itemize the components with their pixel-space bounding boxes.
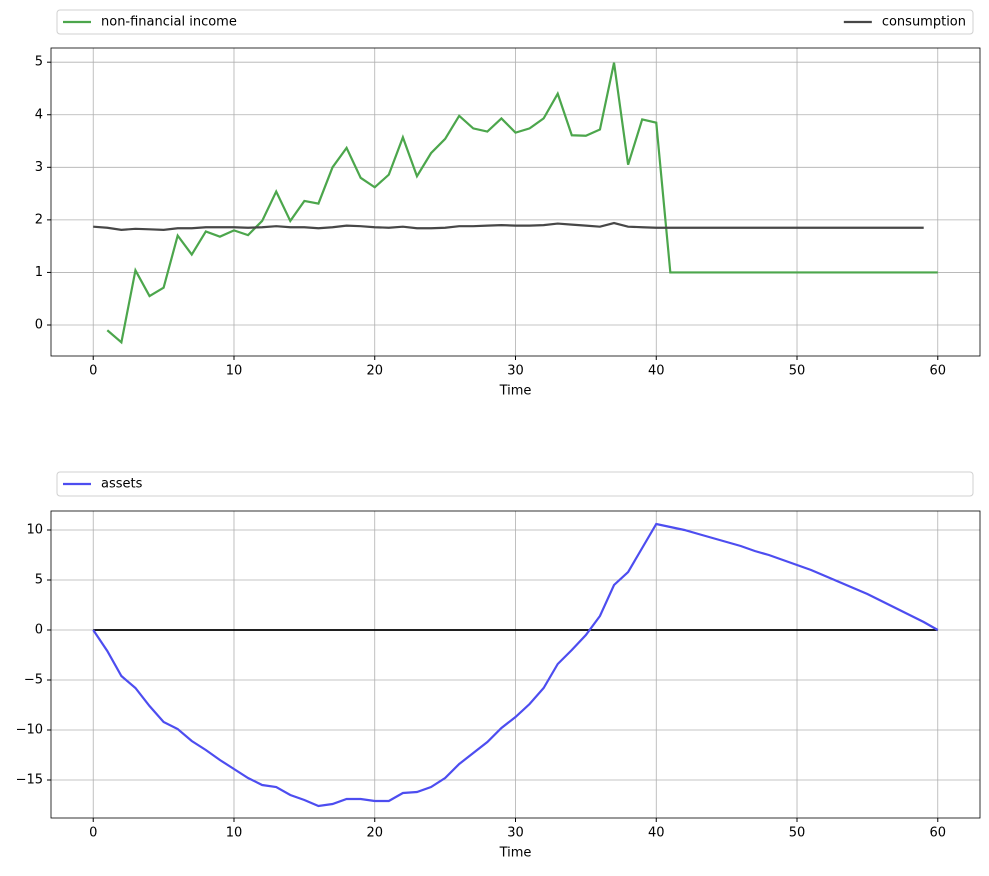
x-tick-label: 0 [89, 826, 97, 841]
x-tick-label: 30 [507, 826, 524, 841]
y-tick-label: 5 [35, 55, 43, 70]
legend-box [56, 9, 974, 35]
y-tick-label: 3 [35, 160, 43, 175]
x-axis-label: Time [499, 846, 532, 861]
y-tick-label: 4 [35, 107, 43, 122]
legend-label: non-financial income [101, 15, 237, 30]
y-tick-label: 2 [35, 212, 43, 227]
x-tick-label: 20 [366, 364, 383, 379]
x-tick-label: 10 [226, 364, 243, 379]
x-tick-label: 40 [648, 364, 665, 379]
x-axis-label: Time [499, 384, 532, 399]
y-tick-label: −5 [24, 673, 43, 688]
y-tick-label: 0 [35, 317, 43, 332]
plot-frame [50, 47, 981, 357]
data-line [92, 522, 939, 808]
y-tick-label: 1 [35, 265, 43, 280]
x-tick-label: 60 [929, 826, 946, 841]
legend-box [56, 471, 974, 497]
data-line [93, 221, 924, 231]
x-tick-label: 0 [89, 364, 97, 379]
x-tick-label: 10 [226, 826, 243, 841]
data-line [106, 62, 938, 345]
y-tick-label: 5 [35, 573, 43, 588]
x-tick-label: 30 [507, 364, 524, 379]
x-tick-label: 40 [648, 826, 665, 841]
y-tick-label: 0 [35, 623, 43, 638]
x-tick-label: 50 [789, 826, 806, 841]
y-tick-label: 10 [26, 523, 43, 538]
legend-label: assets [101, 477, 143, 492]
x-tick-label: 20 [366, 826, 383, 841]
y-tick-label: −10 [16, 723, 43, 738]
x-tick-label: 60 [929, 364, 946, 379]
plot-frame [50, 510, 981, 819]
y-tick-label: −15 [16, 773, 43, 788]
x-tick-label: 50 [789, 364, 806, 379]
legend-label: consumption [882, 15, 966, 30]
